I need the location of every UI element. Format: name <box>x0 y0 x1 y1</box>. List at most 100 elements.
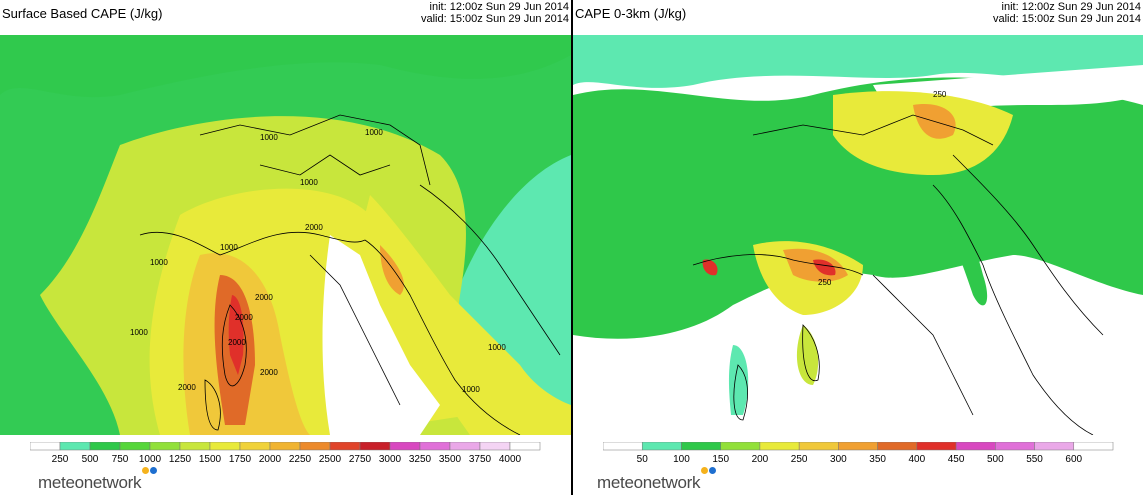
logo-dots <box>701 467 717 475</box>
surface-cape-map: 1000 1000 1000 1000 1000 2000 2000 2000 … <box>0 35 571 435</box>
colorbar-tick-label: 3250 <box>409 454 432 465</box>
colorbar-swatch <box>89 442 121 451</box>
contour-label: 1000 <box>488 343 506 352</box>
northern-green-band <box>0 35 571 98</box>
logo-dot-blue <box>709 467 716 474</box>
colorbar-tick-label: 1000 <box>139 454 162 465</box>
logo-dot-orange <box>142 467 149 474</box>
colorbar-tick-label: 1750 <box>229 454 252 465</box>
logo-dot-orange <box>701 467 708 474</box>
colorbar-swatch <box>720 442 761 451</box>
colorbar-swatch <box>798 442 839 451</box>
colorbar-swatch <box>30 442 61 451</box>
apennine-low-cape <box>322 235 440 435</box>
colorbar-swatch <box>995 442 1035 451</box>
colorbar-tick-label: 450 <box>948 454 965 465</box>
italian-adriatic-coast <box>932 184 1094 435</box>
colorbar-tick-label: 2750 <box>349 454 372 465</box>
left-run-info: init: 12:00z Sun 29 Jun 2014 valid: 15:0… <box>421 1 569 25</box>
colorbar-tick-label: 250 <box>791 454 808 465</box>
corsica-outline <box>802 324 820 382</box>
colorbar-swatch <box>838 442 878 451</box>
contour-label: 2000 <box>178 383 196 392</box>
colorbar-swatch <box>209 442 241 451</box>
colorbar-tick-label: 100 <box>673 454 690 465</box>
colorbar-swatch <box>641 442 682 451</box>
contour-label: 2000 <box>235 313 253 322</box>
right-valid-time: valid: 15:00z Sun 29 Jun 2014 <box>992 13 1141 25</box>
colorbar-tick-label: 1250 <box>169 454 192 465</box>
colorbar-tick-label: 2500 <box>319 454 342 465</box>
cape-field-teal <box>573 35 1143 88</box>
right-panel-title: CAPE 0-3km (J/kg) <box>575 6 687 21</box>
colorbar-tick-label: 300 <box>830 454 847 465</box>
adriatic-cape-yellow <box>360 195 571 435</box>
alpine-border <box>752 114 994 146</box>
colorbar-swatch <box>359 442 391 451</box>
colorbar-tick-label: 3500 <box>439 454 462 465</box>
corsica-outline <box>221 304 247 387</box>
contour-label: 1000 <box>220 243 238 252</box>
right-run-info: init: 12:00z Sun 29 Jun 2014 valid: 15:0… <box>993 1 1141 25</box>
colorbar-swatch <box>299 442 331 451</box>
colorbar-tick-label: 50 <box>637 454 649 465</box>
colorbar-tick-label: 400 <box>909 454 926 465</box>
provence-cape-red <box>702 259 718 276</box>
logo-text: meteonetwork <box>38 473 142 492</box>
colorbar-swatch <box>603 442 643 451</box>
colorbar-tick-label: 350 <box>869 454 886 465</box>
colorbar-swatch <box>269 442 301 451</box>
colorbar-swatch <box>239 442 271 451</box>
colorbar-swatch <box>877 442 918 451</box>
regional-borders <box>872 274 974 416</box>
ligurian-coast <box>692 254 864 276</box>
balkan-coast <box>952 154 1104 336</box>
cape-field-red <box>228 295 244 375</box>
alpine-cape-yellow <box>833 91 1013 175</box>
cape-0-3km-map: 250 250 <box>573 35 1143 435</box>
colorbar-tick-label: 250 <box>52 454 69 465</box>
contour-label: 1000 <box>130 328 148 337</box>
contour-labels: 1000 1000 1000 1000 1000 2000 2000 2000 … <box>130 128 506 394</box>
contour-label: 1000 <box>365 128 383 137</box>
adriatic-cape-green <box>933 175 988 306</box>
colorbar-swatch <box>1034 442 1075 451</box>
colorbar-swatch <box>329 442 361 451</box>
left-map-panel: Surface Based CAPE (J/kg) init: 12:00z S… <box>0 0 571 495</box>
sardinia-outline <box>204 379 221 431</box>
colorbar-tick-label: 600 <box>1065 454 1082 465</box>
colorbar-tick-label: 3750 <box>469 454 492 465</box>
left-init-time: init: 12:00z Sun 29 Jun 2014 <box>429 1 569 13</box>
colorbar-swatch <box>449 442 481 451</box>
colorbar-swatch <box>479 442 511 451</box>
colorbar-swatch <box>149 442 181 451</box>
colorbar-swatch <box>681 442 721 451</box>
colorbar-tick-label: 3000 <box>379 454 402 465</box>
panel-divider <box>571 0 573 495</box>
coastline-borders <box>139 114 561 435</box>
colorbar-swatch <box>916 442 957 451</box>
colorbar-tick-label: 550 <box>1026 454 1043 465</box>
ligurian-cape-red <box>813 259 836 276</box>
balkan-coast <box>419 184 561 356</box>
colorbar-tick-label: 2250 <box>289 454 312 465</box>
meteonetwork-logo: meteonetwork <box>38 467 157 493</box>
italian-adriatic-coast <box>364 239 521 435</box>
contour-label: 1000 <box>462 385 480 394</box>
colorbar-swatch <box>59 442 91 451</box>
alpine-border <box>199 114 431 186</box>
right-init-time: init: 12:00z Sun 29 Jun 2014 <box>1001 1 1141 13</box>
colorbar-tick-label: 750 <box>112 454 129 465</box>
meteonetwork-logo: meteonetwork <box>597 467 716 493</box>
right-colorbar: 50 100 150 200 250 300 350 400 450 500 550 600 <box>603 442 1114 465</box>
contour-label: 1000 <box>300 178 318 187</box>
swiss-border <box>259 154 391 176</box>
logo-dots <box>142 467 158 475</box>
left-valid-time: valid: 15:00z Sun 29 Jun 2014 <box>420 13 569 25</box>
right-map-panel: CAPE 0-3km (J/kg) init: 12:00z Sun 29 Ju… <box>573 0 1143 495</box>
corsica-cape <box>796 325 819 385</box>
colorbar-tick-label: 4000 <box>499 454 522 465</box>
colorbar-tick-label: 1500 <box>199 454 222 465</box>
contour-label: 2000 <box>228 338 246 347</box>
colorbar-swatch <box>509 442 541 451</box>
